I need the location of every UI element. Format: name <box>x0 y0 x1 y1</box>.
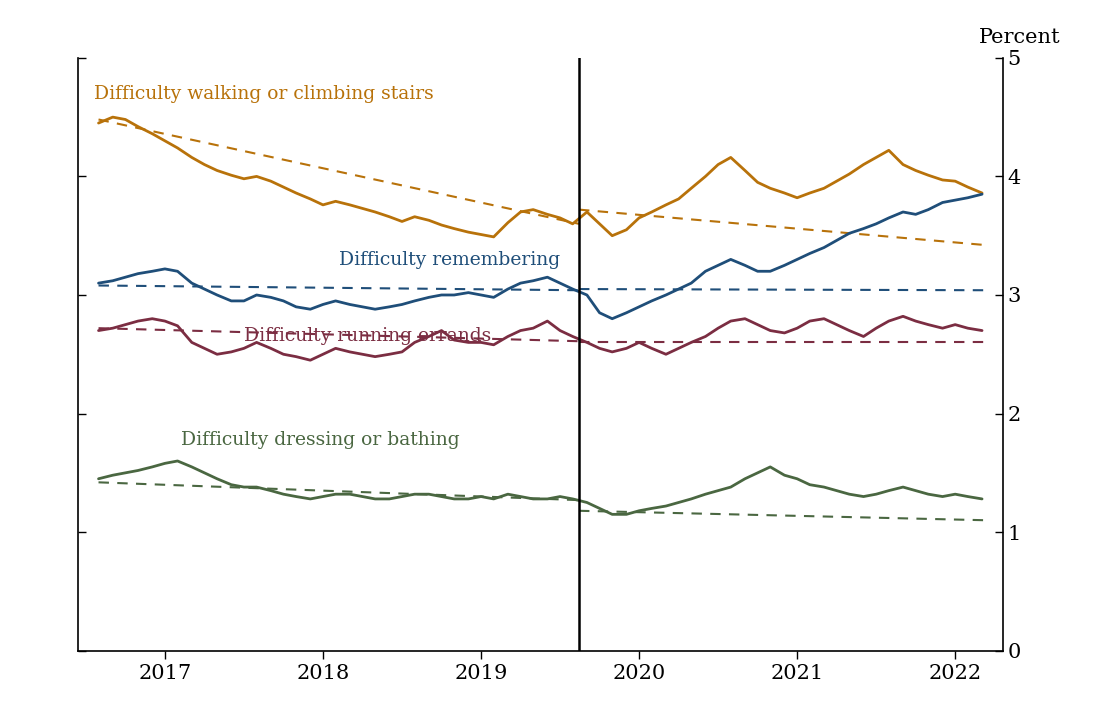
Text: Difficulty remembering: Difficulty remembering <box>339 251 560 269</box>
Text: Difficulty walking or climbing stairs: Difficulty walking or climbing stairs <box>94 85 433 103</box>
Text: Difficulty dressing or bathing: Difficulty dressing or bathing <box>180 431 459 449</box>
Text: Difficulty running errands: Difficulty running errands <box>244 327 491 345</box>
Text: Percent: Percent <box>978 28 1061 47</box>
